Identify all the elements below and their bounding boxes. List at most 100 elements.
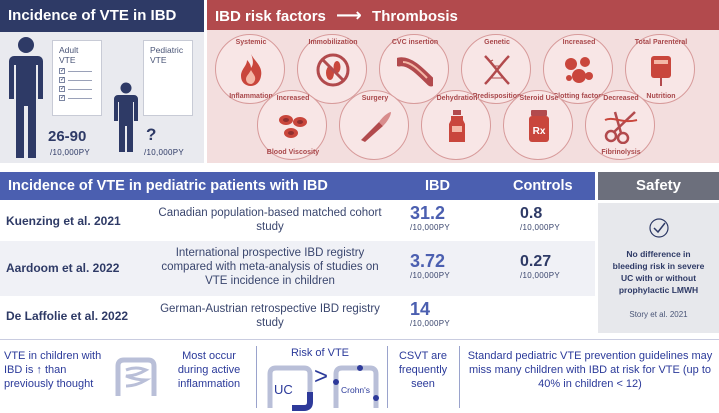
adult-incidence-value: 26-90 — [48, 128, 87, 145]
colon-crohns-icon: Crohn's — [333, 365, 379, 408]
rx-bottle-icon: Rx — [529, 110, 549, 142]
uc-label: UC — [274, 382, 293, 397]
column-controls: Controls — [513, 178, 573, 194]
risk-of-vte-title: Risk of VTE — [290, 347, 350, 359]
risk-factor-viscosity: Increased Blood Viscosity — [257, 90, 327, 160]
divider — [256, 346, 257, 408]
risk-factor-label: Nutrition — [646, 93, 676, 100]
risk-factor-label: Surgery — [361, 95, 389, 102]
risk-factor-label: Steroid Use — [519, 95, 559, 102]
risk-factor-label: Increased — [276, 95, 310, 102]
table-row: Kuenzing et al. 2021 Canadian population… — [0, 201, 595, 241]
ibd-value: 14 — [410, 299, 431, 319]
risk-factor-label: Blood Viscosity — [266, 149, 320, 156]
blood-cells-icon — [279, 115, 307, 138]
table-row: Aardoom et al. 2022 International prospe… — [0, 241, 595, 296]
risk-factor-surgery: Surgery — [339, 90, 409, 160]
risk-factor-genetic: Genetic Predisposition — [461, 34, 531, 104]
arrow-icon: ⟶ — [336, 5, 362, 25]
colon-uc-icon: UC — [267, 365, 313, 411]
risk-factor-label: Systemic — [235, 39, 267, 46]
table-title: Incidence of VTE in pediatric patients w… — [8, 178, 328, 194]
risk-factor-steroid: Steroid Use Rx — [503, 90, 573, 160]
divider — [387, 346, 388, 408]
risk-factor-label: Immobilization — [308, 39, 358, 46]
risk-factor-label: Inflammation — [229, 93, 273, 100]
risk-factor-inflammation: Systemic Inflammation — [215, 34, 285, 104]
pediatric-incidence-unit: /10,000PY — [144, 148, 185, 157]
risk-factor-label: Dehydration — [436, 95, 478, 102]
controls-unit: /10,000PY — [520, 271, 561, 280]
guidelines-text: Standard pediatric VTE prevention guidel… — [467, 350, 713, 390]
risk-factor-clotting: Increased Clotting factors — [543, 34, 613, 104]
table-header: Incidence of VTE in pediatric patients w… — [0, 172, 595, 200]
adult-incidence-unit: /10,000PY — [50, 148, 91, 157]
flame-icon — [241, 54, 262, 86]
adult-label-vte: VTE — [59, 55, 76, 65]
pediatric-label-vte: VTE — [150, 55, 167, 65]
pediatric-vte-card: Pediatric VTE — [143, 40, 193, 116]
intestine-icon — [115, 357, 157, 396]
incidence-title: Incidence of VTE in IBD — [0, 0, 204, 32]
safety-reference: Story et al. 2021 — [629, 310, 688, 319]
checkbox-icon: ✓ — [59, 86, 66, 92]
ibd-value: 31.2 — [410, 203, 446, 223]
ibd-unit: /10,000PY — [410, 271, 451, 280]
incidence-panel: Incidence of VTE in IBD Adult VTE ✓ ✓ ✓ ✓… — [0, 0, 204, 163]
row-description: German-Austrian retrospective IBD regist… — [160, 303, 380, 329]
risk-factor-label: CVC insertion — [391, 39, 439, 46]
ibd-unit: /10,000PY — [410, 319, 451, 328]
risk-factor-fibrinolysis: Decreased Fibrinolysis — [585, 90, 655, 160]
svg-text:Rx: Rx — [533, 126, 546, 137]
child-silhouette-icon — [114, 82, 138, 152]
pediatric-label: Pediatric — [150, 45, 184, 55]
csvt-text: CSVT are frequently seen — [398, 350, 448, 390]
thrombosis-label: Thrombosis — [372, 8, 458, 25]
row-description: International prospective IBD registry c… — [161, 247, 379, 287]
clotting-cells-icon — [565, 57, 593, 83]
risk-factors-panel: IBD risk factors ⟶ Thrombosis Systemic I… — [207, 0, 719, 163]
checkbox-icon: ✓ — [59, 95, 66, 101]
risk-factor-label: Genetic — [484, 39, 510, 46]
no-footprint-icon — [316, 53, 350, 87]
risk-factor-immobilization: Immobilization — [297, 34, 367, 104]
risk-factor-label: Decreased — [603, 95, 639, 102]
adult-label: Adult — [59, 45, 79, 55]
checkmark-circle-icon — [648, 218, 669, 238]
risk-factor-label: Clotting factors — [553, 93, 605, 100]
scalpel-icon — [361, 112, 391, 142]
safety-title: Safety — [598, 172, 719, 200]
scissors-icon — [604, 111, 638, 144]
ibd-value: 3.72 — [410, 251, 446, 271]
checkbox-icon: ✓ — [59, 68, 66, 74]
key-points-strip: VTE in children with IBD is ↑ than previ… — [0, 339, 719, 413]
checkbox-icon: ✓ — [59, 77, 66, 83]
bottle-icon — [449, 110, 465, 142]
crohns-label: Crohn's — [341, 385, 370, 395]
catheter-icon — [397, 57, 433, 87]
risk-factor-label: Total Parenteral — [634, 39, 688, 46]
controls-unit: /10,000PY — [520, 223, 561, 232]
table-row: De Laffolie et al. 2022 German-Austrian … — [0, 296, 595, 336]
row-description: Canadian population-based matched cohort… — [158, 207, 382, 233]
greater-than-symbol: > — [314, 363, 329, 390]
adult-silhouette-icon — [9, 37, 43, 158]
dna-icon — [484, 55, 510, 85]
controls-value: 0.27 — [520, 253, 552, 270]
risk-factor-label: Increased — [562, 39, 596, 46]
controls-value: 0.8 — [520, 205, 543, 222]
active-inflammation-text: Most occur during active inflammation — [177, 350, 241, 390]
risk-factors-title: IBD risk factors ⟶ Thrombosis — [207, 0, 719, 30]
safety-text: No difference in bleeding risk in severe… — [612, 249, 705, 295]
row-author: De Laffolie et al. 2022 — [6, 309, 129, 323]
pediatric-incidence-value: ? — [146, 125, 157, 144]
row-author: Aardoom et al. 2022 — [6, 261, 120, 275]
ibd-unit: /10,000PY — [410, 223, 451, 232]
safety-panel: No difference in bleeding risk in severe… — [598, 203, 719, 333]
row-author: Kuenzing et al. 2021 — [6, 214, 121, 228]
column-ibd: IBD — [425, 178, 450, 194]
risk-factor-label: Predisposition — [472, 93, 522, 100]
divider — [459, 346, 460, 408]
risk-factor-cvc: CVC insertion — [379, 34, 449, 104]
risk-factors-label: IBD risk factors — [215, 8, 326, 25]
